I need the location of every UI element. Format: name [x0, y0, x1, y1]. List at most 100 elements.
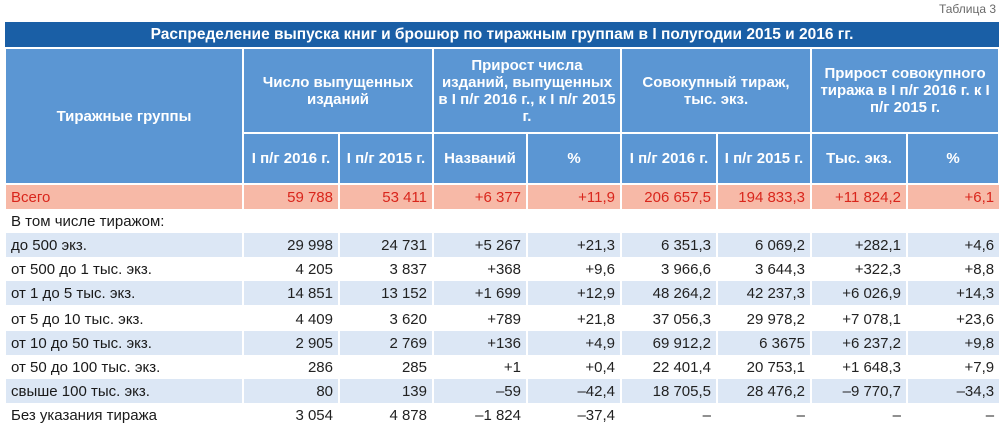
subheader-growth-titles: Названий — [432, 132, 528, 185]
row-label: до 500 экз. — [4, 233, 243, 257]
table-cell: 37 056,3 — [620, 306, 717, 331]
table-cell — [716, 209, 811, 233]
table-cell: +789 — [432, 306, 527, 331]
table-row: от 500 до 1 тыс. экз. 4 205 3 837 +368 +9,6 3… — [4, 257, 1000, 281]
table-cell — [905, 209, 1000, 233]
row-label: от 500 до 1 тыс. экз. — [4, 257, 243, 281]
table-cell: 3 966,6 — [620, 257, 717, 281]
row-label: от 1 до 5 тыс. экз. — [4, 281, 243, 307]
row-label: Без указания тиража — [4, 403, 243, 427]
table-cell: 24 731 — [338, 233, 433, 257]
table-cell: – — [810, 403, 907, 427]
row-label: Всего — [4, 184, 243, 209]
table-cell: 42 237,3 — [716, 281, 811, 307]
table-cell: –59 — [432, 379, 527, 403]
table-cell: 2 769 — [338, 331, 433, 355]
table-cell: 285 — [338, 355, 433, 379]
table-cell: +6 237,2 — [810, 331, 907, 355]
table-cell: 3 837 — [338, 257, 433, 281]
table-cell: – — [620, 403, 717, 427]
table-cell: +7 078,1 — [810, 306, 907, 331]
header-issued: Число выпущенных изданий — [242, 47, 434, 134]
table-cell: +368 — [432, 257, 527, 281]
table-cell — [526, 209, 621, 233]
subheader-growth-thousand-copies: Тыс. экз. — [810, 132, 908, 185]
table-cell: +11,9 — [526, 184, 621, 209]
table-cell: 14 851 — [242, 281, 339, 307]
table-row: от 50 до 100 тыс. экз. 286 285 +1 +0,4 22 401… — [4, 355, 1000, 379]
table-cell: +14,3 — [905, 281, 1000, 307]
table-cell: +6 026,9 — [810, 281, 907, 307]
table-cell: +4,9 — [526, 331, 621, 355]
table-cell: 48 264,2 — [620, 281, 717, 307]
table-cell: 4 409 — [242, 306, 339, 331]
table-row: от 10 до 50 тыс. экз. 2 905 2 769 +136 +4,9 6… — [4, 331, 1000, 355]
table-cell: 3 054 — [242, 403, 339, 427]
table-cell: +1 648,3 — [810, 355, 907, 379]
table-row: от 1 до 5 тыс. экз. 14 851 13 152 +1 699 +12… — [4, 281, 1000, 307]
row-label: свыше 100 тыс. экз. — [4, 379, 243, 403]
table-cell: 2 905 — [242, 331, 339, 355]
table-cell: 29 998 — [242, 233, 339, 257]
table-row: Без указания тиража 3 054 4 878 –1 824 –37,4… — [4, 403, 1000, 427]
table-cell: –42,4 — [526, 379, 621, 403]
subheader-circulation-2015: I п/г 2015 г. — [716, 132, 812, 185]
table-cell: 206 657,5 — [620, 184, 717, 209]
table-cell: +6 377 — [432, 184, 527, 209]
table-cell: 4 878 — [338, 403, 433, 427]
table-cell — [810, 209, 907, 233]
table-cell: +7,9 — [905, 355, 1000, 379]
table-cell: –34,3 — [905, 379, 1000, 403]
table-cell: 22 401,4 — [620, 355, 717, 379]
table-cell: +11 824,2 — [810, 184, 907, 209]
table-cell: – — [905, 403, 1000, 427]
table-body: Всего 59 788 53 411 +6 377 +11,9 206 657,5 194… — [4, 184, 1000, 427]
circulation-table: Распределение выпуска книг и брошюр по т… — [4, 22, 1000, 427]
table-title: Распределение выпуска книг и брошюр по т… — [5, 22, 1000, 49]
subheader-growth-titles-percent: % — [526, 132, 622, 185]
header-circulation: Совокупный тираж, тыс. экз. — [620, 47, 812, 134]
table-cell: +21,8 — [526, 306, 621, 331]
table-cell: +9,8 — [905, 331, 1000, 355]
row-label: от 10 до 50 тыс. экз. — [4, 331, 243, 355]
table-cell: +21,3 — [526, 233, 621, 257]
table-cell: 18 705,5 — [620, 379, 717, 403]
table-cell: +136 — [432, 331, 527, 355]
table-row: до 500 экз. 29 998 24 731 +5 267 +21,3 6 351,… — [4, 233, 1000, 257]
table-cell — [432, 209, 527, 233]
table-cell: 53 411 — [338, 184, 433, 209]
subheader-growth-circulation-percent: % — [905, 132, 1000, 185]
table-cell: 20 753,1 — [716, 355, 811, 379]
table-row: от 5 до 10 тыс. экз. 4 409 3 620 +789 +21,8 3… — [4, 306, 1000, 331]
table-cell: +282,1 — [810, 233, 907, 257]
table-cell: 3 644,3 — [716, 257, 811, 281]
table-cell: 59 788 — [242, 184, 339, 209]
table-cell — [620, 209, 717, 233]
row-label: от 50 до 100 тыс. экз. — [4, 355, 243, 379]
subheader-circulation-2016: I п/г 2016 г. — [620, 132, 718, 185]
table-cell: +12,9 — [526, 281, 621, 307]
table-number-label: Таблица 3 — [938, 2, 996, 16]
table-cell: –9 770,7 — [810, 379, 907, 403]
table-cell: +23,6 — [905, 306, 1000, 331]
subheader-issued-2016: I п/г 2016 г. — [242, 132, 340, 185]
table-row: свыше 100 тыс. экз. 80 139 –59 –42,4 18 705,5… — [4, 379, 1000, 403]
table-cell: 29 978,2 — [716, 306, 811, 331]
table-cell: 28 476,2 — [716, 379, 811, 403]
table-cell: +1 — [432, 355, 527, 379]
row-label: В том числе тиражом: — [4, 209, 243, 233]
table-cell: +0,4 — [526, 355, 621, 379]
subheader-issued-2015: I п/г 2015 г. — [338, 132, 434, 185]
header-growth-circulation: Прирост совокупного тиража в I п/г 2016 … — [809, 47, 1000, 134]
table-cell: – — [716, 403, 811, 427]
row-label: от 5 до 10 тыс. экз. — [4, 306, 243, 331]
table-cell: –37,4 — [526, 403, 621, 427]
table-cell: 6 351,3 — [620, 233, 717, 257]
table-cell: 4 205 — [242, 257, 339, 281]
table-row-total: Всего 59 788 53 411 +6 377 +11,9 206 657,5 194… — [4, 184, 1000, 209]
table-cell: 80 — [242, 379, 339, 403]
table-cell: –1 824 — [432, 403, 527, 427]
table-cell: 69 912,2 — [620, 331, 717, 355]
table-cell: +5 267 — [432, 233, 527, 257]
